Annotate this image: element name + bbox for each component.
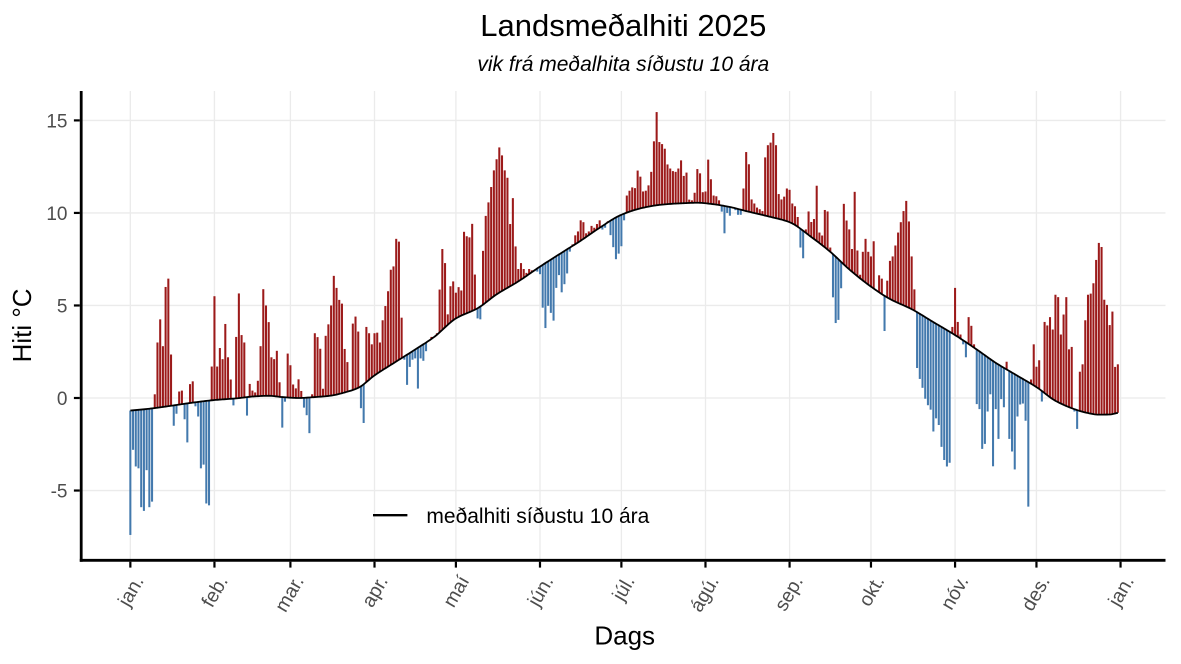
svg-text:0: 0 (57, 389, 68, 410)
svg-text:vik frá meðalhita síðustu 10 á: vik frá meðalhita síðustu 10 ára (477, 53, 769, 76)
svg-text:Landsmeðalhiti 2025: Landsmeðalhiti 2025 (480, 8, 766, 43)
svg-text:-5: -5 (51, 482, 68, 503)
svg-text:Dags: Dags (594, 621, 655, 651)
svg-text:5: 5 (57, 297, 68, 318)
svg-text:15: 15 (46, 112, 67, 133)
svg-text:meðalhiti síðustu 10 ára: meðalhiti síðustu 10 ára (426, 505, 649, 528)
svg-text:10: 10 (46, 204, 67, 225)
svg-text:Hiti °C: Hiti °C (7, 288, 37, 362)
